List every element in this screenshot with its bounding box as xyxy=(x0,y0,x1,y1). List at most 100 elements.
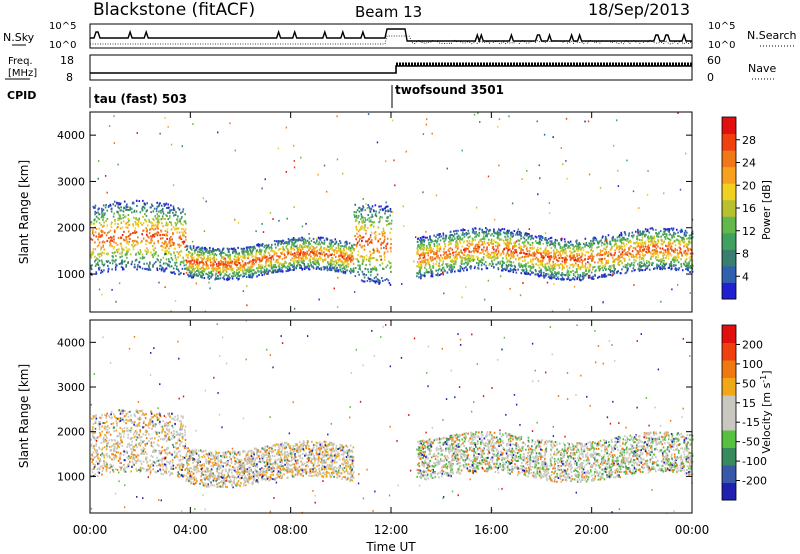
scatter-cell xyxy=(345,258,347,261)
scatter-cell xyxy=(625,243,628,246)
scatter-cell xyxy=(619,272,622,275)
scatter-cell xyxy=(345,260,347,263)
scatter-cell xyxy=(530,271,533,274)
scatter-cell xyxy=(588,269,591,272)
scatter-cell xyxy=(170,244,172,247)
scatter-cell xyxy=(528,235,531,238)
scatter-cell xyxy=(449,247,452,250)
scatter-cell xyxy=(201,271,203,274)
scatter-cell xyxy=(357,260,360,263)
scatter-cell xyxy=(613,266,615,269)
scatter-cell xyxy=(121,234,124,237)
scatter-cell xyxy=(353,248,356,251)
scatter-cell xyxy=(461,233,464,236)
scatter-cell xyxy=(191,263,193,266)
scatter-cell xyxy=(368,278,371,281)
scatter-cell xyxy=(189,274,192,277)
scatter-cell xyxy=(157,227,159,230)
scatter-cell xyxy=(662,233,664,236)
scatter-cell xyxy=(171,271,173,274)
scatter-cell xyxy=(351,252,354,255)
scatter-cell xyxy=(535,236,538,239)
scatter-cell xyxy=(180,238,183,241)
scatter-cell xyxy=(542,250,545,253)
scatter-cell xyxy=(101,261,103,264)
scatter-cell xyxy=(286,248,289,251)
scatter-cell xyxy=(443,240,445,243)
scatter-cell xyxy=(114,222,117,225)
scatter-cell xyxy=(101,211,103,214)
scatter-cell xyxy=(566,254,568,257)
scatter-cell xyxy=(259,260,261,263)
scatter-cell xyxy=(345,257,348,260)
scatter-cell xyxy=(157,239,159,242)
scatter-cell xyxy=(380,247,382,250)
scatter-cell xyxy=(544,266,547,269)
scatter-cell xyxy=(592,250,594,253)
scatter-cell xyxy=(465,255,468,258)
scatter-cell xyxy=(139,265,141,268)
scatter-cell xyxy=(330,254,332,257)
scatter-cell xyxy=(339,250,342,253)
scatter-cell xyxy=(298,258,300,261)
scatter-cell xyxy=(303,266,306,269)
scatter-cell xyxy=(613,258,616,261)
scatter-cell xyxy=(150,241,152,244)
scatter-cell xyxy=(505,254,507,257)
scatter-cell xyxy=(530,236,533,239)
scatter-cell xyxy=(249,270,252,273)
scatter-cell xyxy=(159,264,161,267)
scatter-cell xyxy=(281,270,284,273)
scatter-cell xyxy=(324,253,326,256)
scatter-cell xyxy=(427,254,430,257)
scatter-cell xyxy=(472,229,475,232)
scatter-cell xyxy=(293,266,295,269)
scatter-cell xyxy=(341,267,343,270)
scatter-cell xyxy=(647,236,649,239)
scatter-cell xyxy=(375,210,377,213)
scatter-cell xyxy=(208,250,210,253)
scatter-cell xyxy=(646,228,649,231)
scatter-cell xyxy=(485,230,488,233)
scatter-cell xyxy=(262,270,264,273)
scatter-cell xyxy=(459,265,462,268)
scatter-cell xyxy=(160,211,162,214)
scatter-cell xyxy=(359,226,362,229)
scatter-cell xyxy=(176,251,179,254)
scatter-cell xyxy=(486,267,489,270)
scatter-cell xyxy=(168,251,171,254)
scatter-cell xyxy=(613,244,616,247)
scatter-cell xyxy=(283,264,285,267)
scatter-cell xyxy=(369,255,372,258)
scatter-cell xyxy=(518,246,520,249)
scatter-cell xyxy=(157,259,160,262)
scatter-cell xyxy=(107,205,110,208)
scatter-cell xyxy=(194,264,197,267)
scatter-cell xyxy=(207,276,209,279)
scatter-cell xyxy=(581,261,584,264)
scatter-cell xyxy=(112,256,114,259)
scatter-cell xyxy=(195,269,198,272)
scatter-cell xyxy=(128,223,131,226)
scatter-cell xyxy=(552,267,555,270)
scatter-cell xyxy=(340,264,343,267)
scatter-cell xyxy=(422,239,425,242)
scatter-cell xyxy=(334,238,337,241)
scatter-cell xyxy=(442,253,445,256)
scatter-cell xyxy=(230,266,232,269)
scatter-cell xyxy=(285,266,287,269)
scatter-cell xyxy=(648,262,651,265)
scatter-cell xyxy=(383,238,386,241)
scatter-cell xyxy=(487,232,490,235)
scatter-cell xyxy=(486,256,489,259)
scatter-cell xyxy=(428,267,431,270)
scatter-cell xyxy=(655,232,657,235)
scatter-cell xyxy=(644,233,646,236)
scatter-cell xyxy=(580,247,583,250)
scatter-cell xyxy=(236,256,239,259)
scatter-cell xyxy=(651,237,653,240)
scatter-cell xyxy=(676,251,679,254)
scatter-cell xyxy=(165,251,168,254)
scatter-cell xyxy=(133,263,136,266)
scatter-cell xyxy=(278,269,280,272)
